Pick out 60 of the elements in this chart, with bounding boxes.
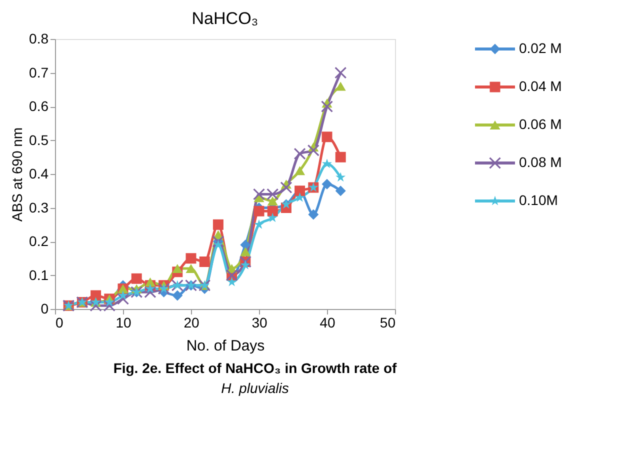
- point: [268, 212, 278, 222]
- y-tick-label: 0: [40, 300, 49, 316]
- caption: Fig. 2e. Effect of NaHCO₃ in Growth rate of: [113, 360, 398, 376]
- point: [294, 192, 305, 202]
- x-tick-label: 50: [380, 314, 396, 330]
- point: [280, 181, 292, 194]
- point: [172, 264, 183, 274]
- y-tick-label: 0.4: [29, 166, 49, 182]
- point: [131, 273, 142, 284]
- chart-title: NaHCO₃: [192, 9, 258, 28]
- point: [320, 100, 334, 113]
- point: [308, 209, 319, 220]
- x-tick-label: 20: [184, 314, 200, 330]
- point: [294, 166, 306, 176]
- point: [240, 240, 251, 250]
- point: [267, 206, 278, 216]
- y-tick-label: 0.7: [29, 64, 49, 80]
- point: [186, 253, 196, 264]
- point: [213, 240, 224, 250]
- point: [212, 219, 224, 230]
- point: [335, 152, 346, 162]
- x-tick-label: 40: [320, 314, 336, 330]
- point: [335, 186, 346, 196]
- point: [322, 132, 332, 142]
- point: [116, 292, 130, 305]
- y-tick-label: 0.8: [29, 30, 49, 46]
- x-tick-label: 30: [252, 314, 268, 330]
- point: [240, 247, 251, 256]
- point: [118, 290, 128, 300]
- y-tick-label: 0.5: [29, 132, 49, 148]
- point: [90, 290, 102, 301]
- x-axis-title: No. of Days: [186, 338, 265, 354]
- point: [307, 144, 320, 156]
- point: [172, 290, 183, 301]
- y-tick-label: 0.6: [29, 98, 49, 114]
- y-axis-title: ABS at 690 nm: [9, 127, 26, 222]
- legend-label: 0.02 M: [519, 40, 562, 56]
- point: [199, 256, 210, 267]
- x-tick-label: 10: [116, 314, 132, 330]
- point: [267, 196, 278, 206]
- point: [322, 178, 332, 190]
- point: [322, 158, 332, 168]
- point: [254, 206, 264, 216]
- point: [254, 219, 264, 229]
- legend-label: 0.08 M: [519, 154, 562, 170]
- y-tick-label: 0.3: [29, 199, 49, 216]
- y-tick-label: 0.1: [29, 266, 49, 283]
- point: [294, 148, 306, 160]
- legend-label: 0.06 M: [519, 116, 562, 132]
- y-tick-label: 0.2: [29, 233, 49, 249]
- point: [336, 172, 346, 182]
- x-tick-label: 0: [56, 314, 64, 330]
- point: [226, 276, 237, 286]
- point: [144, 277, 156, 287]
- text: H. pluvialis: [221, 380, 289, 396]
- point: [334, 66, 347, 79]
- point: [240, 260, 250, 270]
- legend-label: 0.04 M: [519, 78, 562, 94]
- legend-label: 0.10M: [519, 192, 558, 208]
- point: [335, 82, 346, 91]
